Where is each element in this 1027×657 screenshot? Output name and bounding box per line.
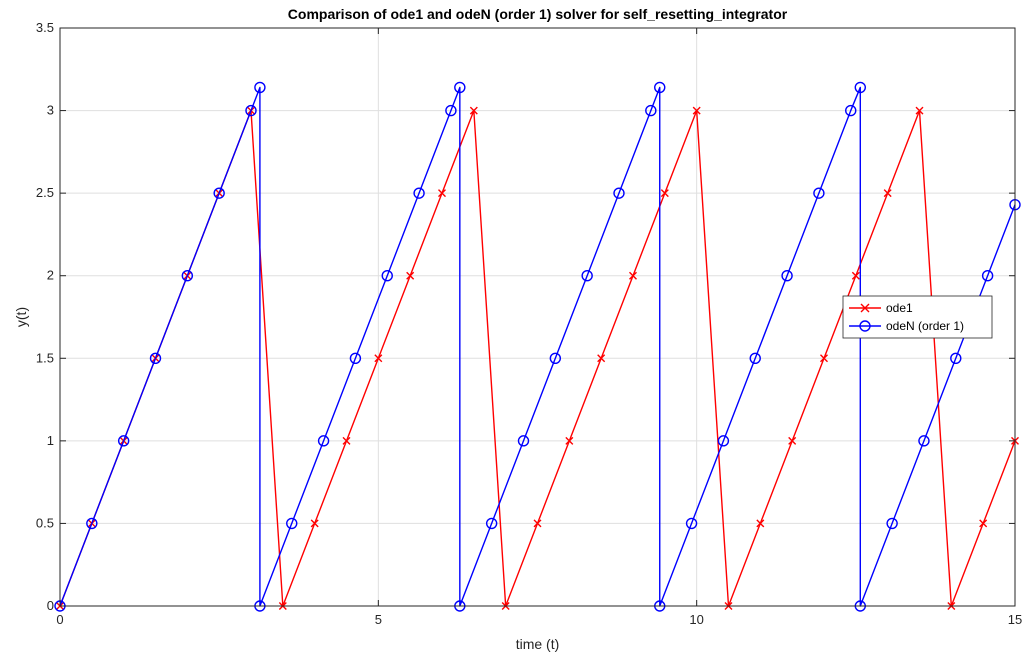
data-point-ode1: [629, 271, 637, 280]
data-point-oden: [381, 270, 393, 282]
data-point-ode1: [756, 519, 765, 528]
data-point-oden: [613, 187, 625, 199]
data-point-oden: [781, 270, 793, 282]
data-point-oden: [549, 352, 562, 364]
data-point-oden: [317, 435, 330, 447]
data-point-oden: [645, 104, 657, 117]
data-point-oden: [886, 517, 898, 530]
series-layer: [54, 81, 1021, 612]
data-point-ode1: [915, 106, 924, 115]
legend-marker-ode1: [860, 303, 870, 313]
series-oden: [54, 81, 1021, 612]
x-axis-label: time (t): [516, 636, 560, 652]
data-point-oden: [845, 104, 857, 117]
data-point-oden: [950, 352, 962, 364]
legend-label-ode1: ode1: [886, 301, 913, 315]
data-point-ode1: [660, 189, 669, 198]
data-point-ode1: [820, 354, 828, 363]
data-point-oden: [854, 81, 866, 94]
y-tick-label: 3: [47, 103, 54, 118]
y-tick-label: 2: [47, 268, 54, 283]
data-point-oden: [349, 352, 362, 364]
data-point-ode1: [565, 436, 574, 445]
x-tick-label: 10: [689, 612, 703, 627]
data-point-oden: [181, 270, 194, 282]
legend-entry-oden: odeN (order 1): [849, 319, 964, 333]
data-point-ode1: [883, 189, 892, 198]
data-point-ode1: [533, 519, 542, 528]
data-point-oden: [445, 104, 457, 117]
data-point-oden: [813, 187, 825, 199]
legend-marker-oden: [859, 320, 871, 332]
data-point-oden: [517, 435, 530, 447]
data-point-oden: [485, 517, 498, 530]
data-point-ode1: [692, 106, 701, 115]
data-point-oden: [413, 187, 425, 199]
data-point-ode1: [342, 436, 351, 445]
x-tick-label: 0: [56, 612, 63, 627]
data-point-oden: [717, 435, 730, 447]
data-point-oden: [286, 517, 298, 530]
data-point-oden: [918, 435, 930, 447]
series-line-oden: [59, 86, 1016, 607]
data-point-oden: [454, 81, 466, 94]
data-point-ode1: [597, 354, 606, 363]
data-point-ode1: [788, 436, 797, 445]
legend: ode1 odeN (order 1): [842, 295, 993, 339]
y-tick-label: 3.5: [36, 20, 54, 35]
plot-frame: [59, 27, 1016, 607]
y-tick-label: 1: [47, 433, 54, 448]
data-point-oden: [213, 187, 225, 199]
data-point-oden: [254, 81, 266, 94]
data-point-ode1: [851, 271, 860, 280]
data-point-oden: [654, 81, 666, 94]
data-point-oden: [749, 352, 761, 364]
data-point-oden: [245, 104, 257, 117]
data-point-ode1: [310, 519, 319, 528]
ticks: 0 5 10 15 0 0.5 1 1.5 2 2.5 3 3.5: [36, 20, 1022, 627]
y-tick-label: 0.5: [36, 515, 54, 530]
y-tick-label: 1.5: [36, 350, 54, 365]
x-tick-label: 5: [375, 612, 382, 627]
data-point-ode1: [469, 106, 478, 115]
y-tick-label: 2.5: [36, 185, 54, 200]
legend-label-oden: odeN (order 1): [886, 319, 964, 333]
data-point-ode1: [979, 519, 988, 528]
legend-box: [842, 295, 993, 339]
data-point-ode1: [438, 189, 446, 198]
data-point-oden: [581, 270, 593, 282]
data-point-oden: [981, 270, 994, 282]
data-point-ode1: [406, 271, 415, 280]
data-point-ode1: [374, 354, 383, 363]
legend-entry-ode1: ode1: [849, 301, 913, 315]
y-axis-label: y(t): [13, 307, 29, 327]
data-point-oden: [86, 517, 98, 530]
data-point-oden: [117, 435, 130, 447]
x-tick-label: 15: [1008, 612, 1022, 627]
data-point-oden: [685, 517, 698, 530]
chart-title: Comparison of ode1 and odeN (order 1) so…: [288, 6, 788, 22]
data-point-oden: [149, 352, 162, 364]
y-tick-label: 0: [47, 598, 54, 613]
